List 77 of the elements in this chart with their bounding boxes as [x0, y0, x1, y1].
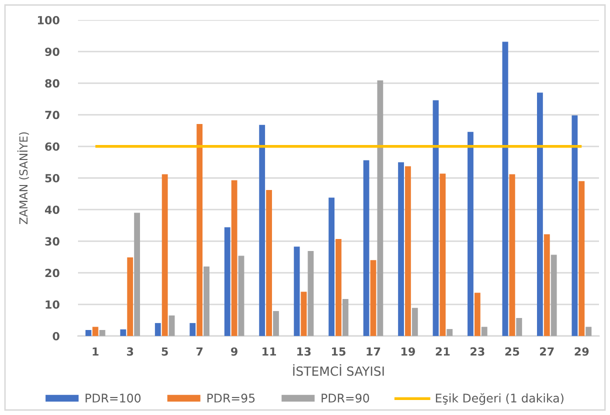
x-tick-label: 21: [436, 347, 450, 356]
bar: [224, 227, 230, 336]
bar: [190, 323, 196, 336]
bar: [440, 174, 446, 336]
bar: [238, 256, 244, 336]
y-tick-label: 0: [52, 332, 60, 340]
y-tick-label: 100: [38, 16, 60, 24]
bar: [578, 181, 585, 336]
bar: [481, 326, 488, 336]
bar: [502, 42, 508, 336]
bar: [259, 124, 266, 336]
bar: [370, 260, 376, 336]
bar: [509, 174, 516, 336]
bar: [537, 92, 543, 336]
bar: [586, 326, 592, 336]
x-tick-label: 27: [540, 347, 554, 356]
y-tick-label: 30: [45, 237, 60, 246]
bar: [468, 132, 474, 336]
bar: [266, 190, 272, 336]
x-tick-label: 13: [297, 347, 311, 356]
x-tick-label: 17: [366, 347, 380, 356]
bar: [168, 315, 175, 336]
x-tick-label: 11: [262, 347, 276, 356]
x-axis-title: İSTEMCİ SAYISI: [293, 364, 384, 376]
bar: [432, 100, 439, 336]
y-tick-label: 10: [46, 300, 60, 309]
bar: [127, 257, 134, 336]
y-tick-label: 60: [45, 142, 60, 151]
bar: [377, 80, 384, 336]
bar: [85, 330, 92, 336]
x-tick-label: 23: [470, 347, 484, 356]
x-tick-label: 9: [231, 347, 238, 356]
bar: [474, 292, 480, 336]
bar: [412, 308, 418, 336]
bar: [300, 292, 307, 336]
x-tick-label: 3: [126, 347, 134, 356]
bar: [231, 180, 238, 336]
x-tick-label: 15: [332, 347, 346, 356]
bar: [363, 160, 370, 336]
y-axis-title: ZAMAN (SANİYE): [17, 132, 29, 224]
legend-label: PDR=100: [86, 394, 141, 403]
x-tick-label: 19: [401, 347, 415, 356]
bar: [544, 234, 550, 336]
bar: [446, 329, 453, 336]
y-tick-label: 80: [45, 79, 60, 88]
bar: [308, 250, 314, 336]
bar: [196, 124, 203, 336]
x-tick-label: 25: [505, 347, 520, 356]
bar: [204, 266, 210, 336]
bar: [154, 323, 161, 336]
bar: [120, 329, 126, 336]
bar: [516, 318, 522, 336]
y-tick-label: 70: [45, 110, 60, 120]
bar: [294, 246, 300, 336]
x-tick-label: 29: [574, 347, 589, 356]
legend-label: PDR=95: [207, 394, 255, 403]
bar: [99, 330, 106, 336]
bar: [273, 311, 279, 336]
bar: [336, 238, 342, 336]
bar: [398, 162, 404, 336]
x-tick-label: 1: [92, 347, 98, 356]
legend-label: PDR=90: [322, 394, 370, 403]
bar: [572, 115, 578, 336]
y-tick-label: 90: [45, 48, 60, 56]
bar: [342, 299, 348, 336]
y-tick-label: 40: [44, 206, 60, 214]
bar: [328, 198, 335, 336]
bar: [134, 212, 140, 336]
legend-label: Eşik Değeri (1 dakika): [436, 393, 564, 405]
y-tick-label: 50: [45, 174, 60, 182]
bar: [92, 326, 98, 336]
x-tick-label: 7: [196, 347, 203, 356]
y-tick-label: 20: [45, 268, 60, 278]
bar: [550, 254, 557, 336]
bar: [405, 166, 411, 336]
bar: [162, 174, 168, 336]
x-tick-label: 5: [162, 347, 168, 356]
